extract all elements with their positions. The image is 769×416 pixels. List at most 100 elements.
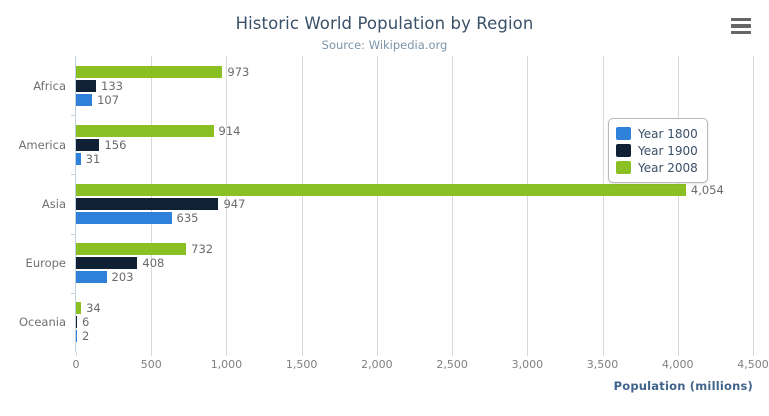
bar[interactable]: 973 (76, 64, 753, 79)
legend-item[interactable]: Year 2008 (616, 159, 698, 176)
x-axis-tick (677, 352, 679, 356)
bar[interactable]: 4,054 (76, 182, 753, 197)
x-axis-tick (301, 352, 303, 356)
bar[interactable]: 31 (76, 151, 753, 166)
bar-value-label: 156 (104, 137, 127, 152)
category-label: America (18, 137, 66, 152)
bar-value-label: 2 (82, 329, 90, 344)
bar-value-label: 4,054 (690, 182, 724, 197)
gridline (602, 56, 604, 352)
bar-group: Europe 732 408 203 (26, 233, 753, 293)
bar-fill (76, 316, 77, 329)
gridline (226, 56, 228, 352)
category-label: Africa (33, 78, 66, 93)
gridline (301, 56, 303, 352)
x-axis-title: Population (millions) (613, 379, 753, 393)
bar-fill (76, 152, 81, 165)
bar-group: Asia 4,054 947 635 (42, 174, 753, 233)
bar-fill (76, 79, 96, 92)
category-label: Europe (25, 256, 66, 271)
gridline (753, 56, 754, 352)
bar[interactable]: 156 (76, 137, 753, 152)
bar-fill (76, 65, 223, 78)
bar-fill (76, 243, 187, 256)
bar[interactable]: 6 (76, 315, 753, 330)
category-label: Asia (41, 196, 66, 211)
gridline (527, 56, 529, 352)
hamburger-bar-2 (731, 24, 751, 28)
category-label: Oceania (18, 315, 66, 330)
y-axis-line (75, 56, 76, 352)
bar[interactable]: 914 (76, 123, 753, 138)
bar[interactable]: 203 (76, 270, 753, 285)
x-axis-tick (151, 352, 153, 356)
bar[interactable]: 133 (76, 78, 753, 93)
bar-fill (76, 271, 107, 284)
legend-swatch (616, 161, 631, 174)
x-axis-tick (602, 352, 604, 356)
x-axis-tick (376, 352, 378, 356)
plot-area: 0 500 1,000 1,500 2,000 2,500 3,000 3,500 4,000 4… (19, 56, 769, 371)
bar[interactable]: 34 (76, 301, 753, 316)
category-separator-tick (71, 174, 76, 176)
x-axis-tick-label: 1,000 (210, 358, 243, 371)
x-axis-tick-label: 0 (72, 358, 80, 371)
bar-fill (76, 183, 686, 196)
bar-fill (76, 197, 219, 210)
category-separator-tick (71, 292, 76, 294)
hamburger-bar-3 (731, 30, 751, 34)
gridline (677, 56, 679, 352)
chart-title: Historic World Population by Region (235, 14, 534, 33)
legend-label: Year 1900 (638, 143, 698, 158)
bar-value-label: 635 (176, 210, 199, 225)
bar-value-label: 973 (227, 64, 250, 79)
bar[interactable]: 2 (76, 329, 753, 344)
legend-item[interactable]: Year 1900 (616, 142, 698, 159)
bar-value-label: 914 (218, 123, 241, 138)
bar-value-label: 133 (101, 78, 123, 93)
x-axis-tick-label: 1,500 (285, 358, 318, 371)
x-axis-tick (226, 352, 228, 356)
legend-swatch (616, 144, 631, 157)
legend-swatch (616, 127, 631, 140)
chart-subtitle: Source: Wikipedia.org (321, 38, 448, 52)
bar-value-label: 31 (85, 151, 101, 166)
bar-fill (76, 330, 77, 343)
bar-group: America 914 156 31 (19, 115, 753, 174)
bar-group: Africa 973 133 107 (33, 56, 753, 115)
bar-fill (76, 302, 82, 315)
x-axis-tick-label: 4,500 (737, 358, 769, 371)
x-axis-tick (452, 352, 454, 356)
x-axis-tick (527, 352, 529, 356)
bar-fill (76, 257, 138, 270)
legend-label: Year 2008 (638, 160, 698, 175)
bar[interactable]: 107 (76, 93, 753, 107)
hamburger-menu-icon[interactable] (731, 18, 751, 34)
bar[interactable]: 732 (76, 242, 753, 257)
x-axis-tick-label: 500 (140, 358, 162, 371)
bar[interactable]: 635 (76, 210, 753, 225)
bar[interactable]: 947 (76, 196, 753, 211)
x-axis-tick-label: 3,000 (511, 358, 544, 371)
gridline (376, 56, 378, 352)
bar-value-label: 732 (191, 242, 214, 257)
bar-group: Oceania 34 6 2 (19, 292, 753, 352)
bar-value-label: 34 (86, 301, 101, 316)
bar-fill (76, 211, 172, 224)
bar-value-label: 6 (82, 315, 90, 330)
bar-value-label: 203 (111, 270, 134, 285)
x-axis-tick (753, 352, 754, 356)
bar-value-label: 947 (223, 196, 246, 211)
legend-item[interactable]: Year 1800 (616, 125, 698, 142)
x-axis-tick-label: 2,000 (361, 358, 393, 371)
gridline (452, 56, 454, 352)
bar-fill (76, 138, 100, 151)
bar[interactable]: 408 (76, 256, 753, 271)
bar-value-label: 408 (142, 256, 165, 271)
x-axis-tick-label: 3,500 (586, 358, 619, 371)
chart-legend: Year 1800 Year 1900 Year 2008 (608, 118, 708, 183)
legend-label: Year 1800 (638, 126, 698, 141)
x-axis-tick (76, 352, 77, 356)
hamburger-bar-1 (731, 18, 751, 22)
